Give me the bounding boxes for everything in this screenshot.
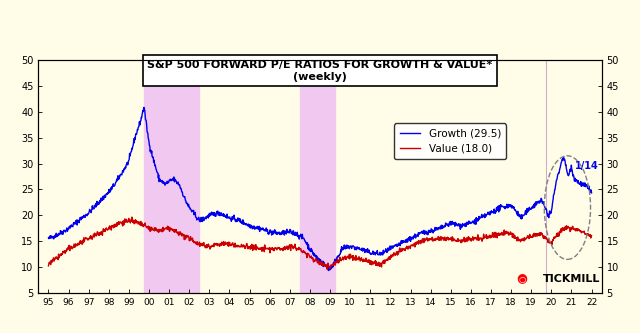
Growth (29.5) <box>588 191 595 195</box>
Value (18.0) <box>128 215 136 219</box>
Value (18.0) <box>177 232 184 236</box>
Value (18.0) <box>588 234 595 238</box>
Line: Value (18.0): Value (18.0) <box>49 217 591 269</box>
Bar <box>300 60 335 293</box>
Text: 1/14: 1/14 <box>575 161 598 171</box>
Growth (29.5) <box>296 234 303 238</box>
Value (18.0) <box>323 267 331 271</box>
Growth (29.5) <box>140 105 148 109</box>
Value (18.0) <box>232 244 240 248</box>
Bar <box>144 60 199 293</box>
Growth (29.5) <box>486 213 493 217</box>
Growth (29.5) <box>45 236 52 240</box>
Growth (29.5) <box>330 260 338 264</box>
Text: ●: ● <box>516 271 527 284</box>
Growth (29.5) <box>324 268 332 272</box>
Text: TICKMILL: TICKMILL <box>543 274 600 284</box>
Line: Growth (29.5): Growth (29.5) <box>49 107 591 270</box>
Growth (29.5) <box>232 217 240 221</box>
Text: S&P 500 FORWARD P/E RATIOS FOR GROWTH & VALUE*
(weekly): S&P 500 FORWARD P/E RATIOS FOR GROWTH & … <box>147 60 493 82</box>
Value (18.0) <box>486 233 493 237</box>
Value (18.0) <box>45 264 52 268</box>
Growth (29.5) <box>177 186 184 190</box>
Growth (29.5) <box>580 182 588 186</box>
Value (18.0) <box>330 262 338 266</box>
Text: ○: ○ <box>518 275 525 284</box>
Value (18.0) <box>296 247 303 251</box>
Legend: Growth (29.5), Value (18.0): Growth (29.5), Value (18.0) <box>394 124 506 159</box>
Value (18.0) <box>580 229 588 233</box>
